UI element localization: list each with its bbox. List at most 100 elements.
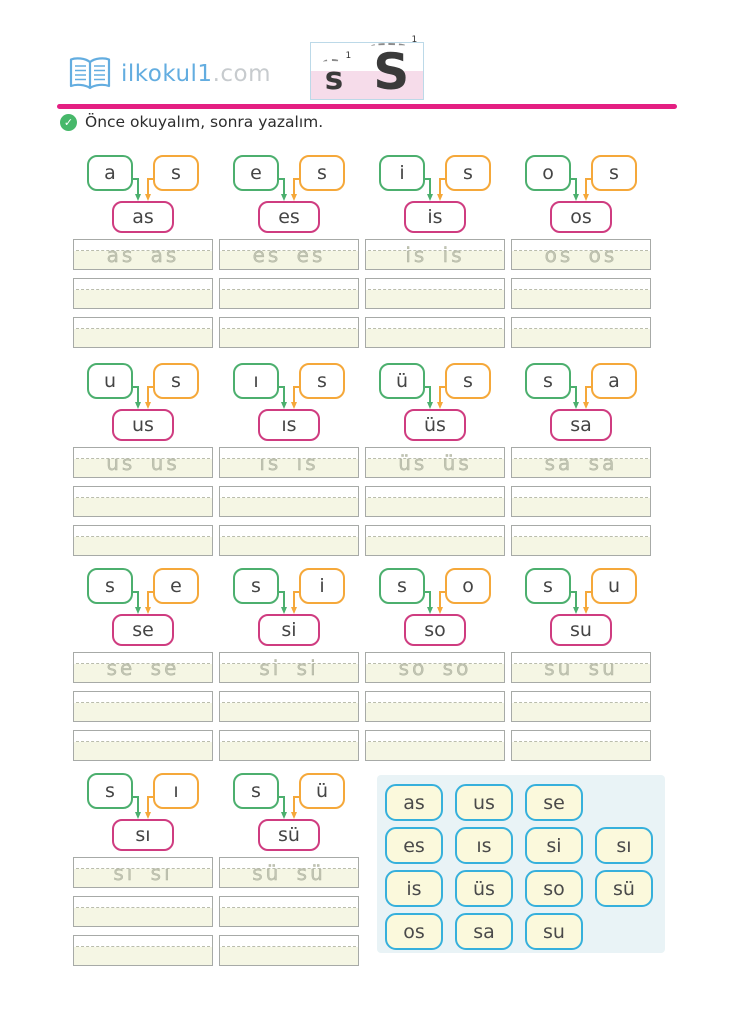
exercise-so: s o so so so (365, 568, 505, 761)
first-letter-box: ü (379, 363, 425, 399)
writing-line-empty (73, 730, 213, 761)
first-letter-box: s (525, 568, 571, 604)
syllable-result: es (278, 206, 300, 228)
writing-line-empty (219, 525, 359, 556)
exercise-row-1: a s as as as e s es (73, 155, 651, 348)
chip-label: is (406, 877, 422, 900)
writing-line-traced: üs üs (365, 447, 505, 478)
chip-label: ıs (476, 834, 492, 857)
second-letter-box: a (591, 363, 637, 399)
first-letter: a (104, 162, 116, 184)
traced-text: os os (544, 243, 618, 267)
writing-line-traced: as as (73, 239, 213, 270)
second-letter-box: s (299, 363, 345, 399)
exercise-sü: s ü sü sü sü (219, 773, 359, 966)
second-letter-box: s (591, 155, 637, 191)
second-letter: ı (173, 780, 179, 802)
second-letter: s (463, 370, 473, 392)
baseline-dash (514, 458, 648, 459)
traced-text: ıs ıs (259, 451, 319, 475)
letter-pair: a s (73, 155, 213, 191)
baseline-dash (222, 250, 356, 251)
chip-label: sı (616, 834, 632, 857)
syllable-bank: as us se es ıs si sı is üs so sü os sa s… (377, 775, 665, 953)
baseline-dash (514, 250, 648, 251)
syllable-result: us (132, 414, 154, 436)
baseline-dash (76, 702, 210, 703)
bank-row: os sa su (385, 913, 665, 950)
site-logo[interactable]: ilkokul1.com (68, 56, 271, 92)
second-letter: s (317, 370, 327, 392)
baseline-dash (368, 536, 502, 537)
traced-text: üs üs (398, 451, 472, 475)
syllable-result: os (570, 206, 592, 228)
writing-line-empty (219, 486, 359, 517)
exercise-row-3: s e se se se s i si (73, 568, 651, 761)
syllable-chip: as (385, 784, 443, 821)
baseline-dash (222, 328, 356, 329)
traced-text: sa sa (544, 451, 618, 475)
letter-pair: s i (219, 568, 359, 604)
logo-tld: .com (212, 61, 272, 87)
syllable-result-box: as (112, 201, 174, 233)
syllable-result-box: su (550, 614, 612, 646)
syllable-result-box: us (112, 409, 174, 441)
traced-text: us us (106, 451, 180, 475)
baseline-dash (368, 741, 502, 742)
first-letter-box: s (233, 568, 279, 604)
exercise-row-4: s ı sı sı sı s ü sü (73, 773, 359, 966)
exercise-es: e s es es es (219, 155, 359, 348)
open-book-icon (69, 57, 111, 90)
writing-line-empty (365, 730, 505, 761)
baseline-dash (222, 497, 356, 498)
syllable-result: sa (570, 414, 592, 436)
first-letter: i (399, 162, 405, 184)
baseline-dash (222, 868, 356, 869)
baseline-dash (76, 536, 210, 537)
letter-pair: s ı (73, 773, 213, 809)
writing-line-traced: es es (219, 239, 359, 270)
second-letter: s (609, 162, 619, 184)
exercise-sı: s ı sı sı sı (73, 773, 213, 966)
exercise-is: i s is is is (365, 155, 505, 348)
baseline-dash (514, 702, 648, 703)
writing-lines: ıs ıs (219, 447, 359, 556)
second-letter: s (171, 162, 181, 184)
traced-text: as as (106, 243, 180, 267)
syllable-chip: üs (455, 870, 513, 907)
writing-lines: su su (511, 652, 651, 761)
writing-lines: us us (73, 447, 213, 556)
baseline-dash (368, 663, 502, 664)
writing-lines: üs üs (365, 447, 505, 556)
writing-line-empty (73, 486, 213, 517)
writing-line-traced: os os (511, 239, 651, 270)
stroke-guide-arc-icon (371, 43, 408, 49)
first-letter-box: s (87, 773, 133, 809)
syllable-chip: sa (455, 913, 513, 950)
syllable-result-box: si (258, 614, 320, 646)
writing-line-empty (365, 278, 505, 309)
writing-lines: sü sü (219, 857, 359, 966)
traced-text: sı sı (113, 861, 173, 885)
syllable-chip: os (385, 913, 443, 950)
stroke-number: 1 (411, 35, 418, 45)
bank-row: es ıs si sı (385, 827, 665, 864)
baseline-dash (514, 289, 648, 290)
first-letter: s (251, 780, 261, 802)
writing-lines: os os (511, 239, 651, 348)
traced-text: es es (252, 243, 326, 267)
writing-line-traced: si si (219, 652, 359, 683)
chip-label: us (473, 791, 495, 814)
chip-label: as (403, 791, 425, 814)
letter-pair: s e (73, 568, 213, 604)
syllable-result-box: se (112, 614, 174, 646)
stroke-number: 1 (345, 51, 352, 62)
writing-line-traced: us us (73, 447, 213, 478)
chip-label: üs (473, 877, 495, 900)
writing-line-traced: se se (73, 652, 213, 683)
baseline-dash (222, 946, 356, 947)
writing-line-empty (511, 525, 651, 556)
baseline-dash (514, 497, 648, 498)
logo-name: ilkokul1 (121, 61, 213, 87)
